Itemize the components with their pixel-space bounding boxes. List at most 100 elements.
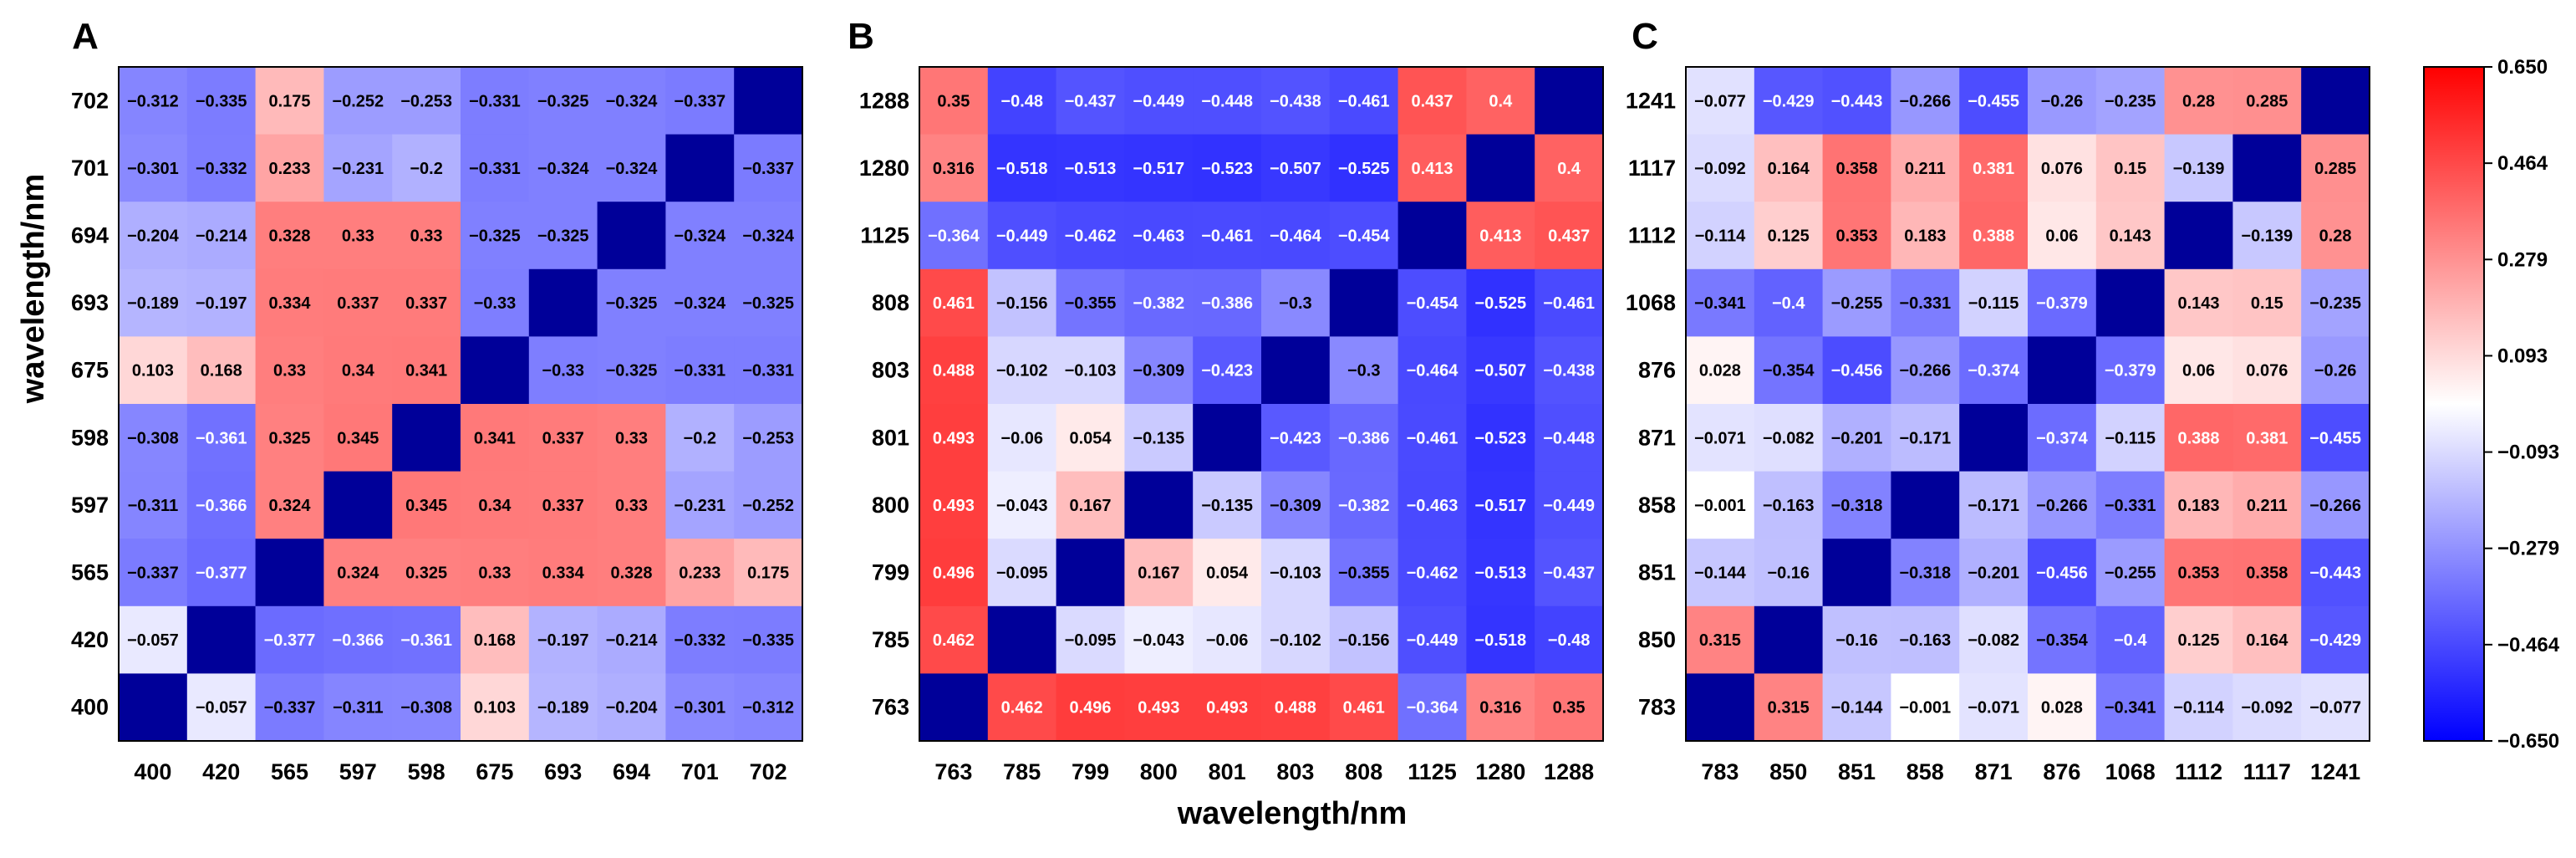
cell-value-label: −0.071 xyxy=(1694,429,1746,447)
cell-value-label: 0.15 xyxy=(2114,160,2146,178)
heatmap-cell xyxy=(597,539,666,607)
diagonal-cell xyxy=(1261,336,1331,405)
colorbar-tick-label: 0.279 xyxy=(2497,248,2548,271)
x-tick-label: 693 xyxy=(544,759,582,784)
heatmap-cell xyxy=(1193,539,1262,607)
heatmap-cell xyxy=(665,268,735,337)
cell-value-label: −0.438 xyxy=(1543,362,1595,380)
heatmap-cell xyxy=(1124,673,1194,742)
cell-value-label: −0.355 xyxy=(1338,564,1390,583)
heatmap-cell xyxy=(2095,404,2166,472)
cell-value-label: −0.461 xyxy=(1407,429,1459,447)
cell-value-label: 0.183 xyxy=(1904,227,1946,246)
heatmap-cell xyxy=(1686,539,1755,607)
y-tick-label: 1288 xyxy=(859,88,909,113)
y-tick-label: 876 xyxy=(1638,358,1676,383)
heatmap-cell xyxy=(1124,268,1194,337)
x-tick-label: 675 xyxy=(476,759,513,784)
heatmap-cell xyxy=(597,605,666,674)
heatmap-cell xyxy=(1056,134,1125,202)
heatmap-cell xyxy=(1535,202,1604,270)
cell-value-label: 0.4 xyxy=(1489,92,1513,110)
cell-value-label: −0.235 xyxy=(2309,294,2361,313)
cell-value-label: −0.135 xyxy=(1201,497,1253,515)
heatmap-cell xyxy=(461,471,530,539)
cell-value-label: −0.437 xyxy=(1065,92,1117,110)
cell-value-label: −0.324 xyxy=(606,92,659,110)
heatmap-cell xyxy=(2232,605,2302,674)
heatmap-cell xyxy=(1124,404,1194,472)
heatmap-cell xyxy=(2028,67,2097,135)
heatmap-cell xyxy=(1397,336,1467,405)
heatmap-cell xyxy=(119,134,188,202)
cell-value-label: 0.496 xyxy=(1069,699,1111,718)
cell-value-label: 0.103 xyxy=(474,699,516,718)
cell-value-label: −0.325 xyxy=(606,362,658,380)
cell-value-label: −0.325 xyxy=(606,294,658,313)
heatmap-cell xyxy=(186,673,257,742)
heatmap-cell xyxy=(1891,404,1960,472)
cell-value-label: −0.443 xyxy=(1831,92,1883,110)
cell-value-label: −0.463 xyxy=(1407,497,1459,515)
y-tick-label: 1280 xyxy=(859,156,909,181)
heatmap-cell xyxy=(919,202,989,270)
x-tick-label: 850 xyxy=(1769,759,1807,784)
heatmap-cell xyxy=(2095,336,2166,405)
heatmap-cell xyxy=(2164,673,2233,742)
x-tick-label: 400 xyxy=(134,759,171,784)
cell-value-label: −0.301 xyxy=(127,160,179,178)
heatmap-cell xyxy=(2232,673,2302,742)
y-tick-label: 597 xyxy=(71,493,109,518)
cell-value-label: 0.33 xyxy=(273,362,306,380)
cell-value-label: −0.337 xyxy=(264,699,316,718)
heatmap-cell xyxy=(734,673,803,742)
heatmap-cell xyxy=(1822,67,1891,135)
cell-value-label: −0.135 xyxy=(1133,429,1184,447)
cell-value-label: −0.095 xyxy=(996,564,1048,583)
heatmap-cell xyxy=(255,67,324,135)
heatmap-cell xyxy=(1959,605,2029,674)
cell-value-label: 0.315 xyxy=(1699,631,1741,650)
heatmap-cell xyxy=(186,404,257,472)
cell-value-label: −0.139 xyxy=(2173,160,2225,178)
cell-value-label: −0.189 xyxy=(537,699,589,718)
heatmap-cell xyxy=(1329,134,1399,202)
heatmap-cell xyxy=(2028,404,2097,472)
heatmap-cell xyxy=(665,336,735,405)
cell-value-label: 0.076 xyxy=(2246,362,2288,380)
cell-value-label: −0.337 xyxy=(674,92,725,110)
heatmap-cell xyxy=(1754,134,1824,202)
heatmap-cell xyxy=(1329,539,1399,607)
x-tick-label: 702 xyxy=(750,759,787,784)
cell-value-label: −0.214 xyxy=(606,631,659,650)
cell-value-label: 0.358 xyxy=(1835,160,1877,178)
heatmap-cell xyxy=(323,605,393,674)
heatmap-cell xyxy=(2028,134,2097,202)
heatmap-cell xyxy=(323,134,393,202)
heatmap-cell xyxy=(2301,134,2370,202)
heatmap-cell xyxy=(2301,605,2370,674)
cell-value-label: −0.423 xyxy=(1270,429,1321,447)
diagonal-cell xyxy=(1397,202,1467,270)
x-tick-label: 783 xyxy=(1701,759,1739,784)
cell-value-label: 0.461 xyxy=(1343,699,1385,718)
heatmap-cell xyxy=(1466,336,1535,405)
heatmap-cell xyxy=(2232,268,2302,337)
heatmap-cell xyxy=(1329,202,1399,270)
heatmap-cell xyxy=(1124,202,1194,270)
cell-value-label: 0.15 xyxy=(2251,294,2283,313)
cell-value-label: 0.33 xyxy=(478,564,511,583)
heatmap-cell xyxy=(1466,605,1535,674)
heatmap-cell xyxy=(1056,404,1125,472)
heatmap-cell xyxy=(1959,67,2029,135)
cell-value-label: 0.167 xyxy=(1069,497,1111,515)
heatmap-cell xyxy=(734,134,803,202)
heatmap-cell xyxy=(1754,673,1824,742)
x-axis-title: wavelength/nm xyxy=(1177,796,1408,831)
cell-value-label: −0.057 xyxy=(196,699,247,718)
cell-value-label: −0.386 xyxy=(1338,429,1390,447)
x-tick-label: 851 xyxy=(1838,759,1876,784)
cell-value-label: 0.125 xyxy=(2177,631,2219,650)
heatmap-cell xyxy=(665,539,735,607)
diagonal-cell xyxy=(2232,134,2302,202)
